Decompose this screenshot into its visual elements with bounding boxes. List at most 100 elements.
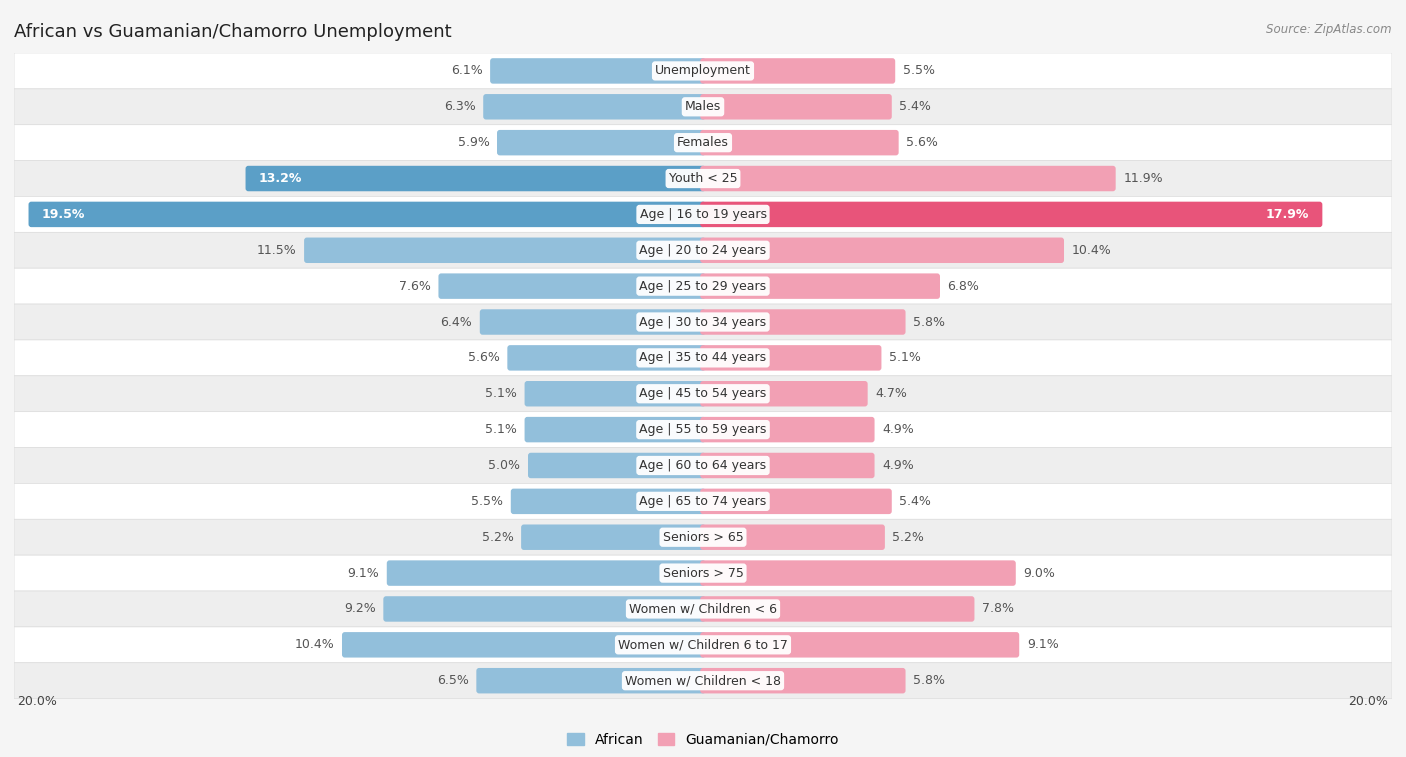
FancyBboxPatch shape <box>522 525 706 550</box>
FancyBboxPatch shape <box>700 632 1019 658</box>
FancyBboxPatch shape <box>14 627 1392 663</box>
Text: 5.4%: 5.4% <box>900 100 931 114</box>
FancyBboxPatch shape <box>529 453 706 478</box>
Text: 6.5%: 6.5% <box>437 674 468 687</box>
FancyBboxPatch shape <box>342 632 706 658</box>
FancyBboxPatch shape <box>14 412 1392 447</box>
Text: 5.8%: 5.8% <box>912 674 945 687</box>
FancyBboxPatch shape <box>700 560 1015 586</box>
FancyBboxPatch shape <box>14 375 1392 412</box>
Legend: African, Guamanian/Chamorro: African, Guamanian/Chamorro <box>561 727 845 752</box>
Text: 13.2%: 13.2% <box>259 172 302 185</box>
Text: 5.1%: 5.1% <box>485 423 517 436</box>
FancyBboxPatch shape <box>14 663 1392 699</box>
Text: Age | 25 to 29 years: Age | 25 to 29 years <box>640 279 766 293</box>
FancyBboxPatch shape <box>700 417 875 442</box>
Text: Age | 60 to 64 years: Age | 60 to 64 years <box>640 459 766 472</box>
FancyBboxPatch shape <box>524 417 706 442</box>
FancyBboxPatch shape <box>439 273 706 299</box>
FancyBboxPatch shape <box>491 58 706 84</box>
Text: 5.5%: 5.5% <box>903 64 935 77</box>
Text: 5.6%: 5.6% <box>907 136 938 149</box>
FancyBboxPatch shape <box>384 597 706 621</box>
Text: Age | 45 to 54 years: Age | 45 to 54 years <box>640 388 766 400</box>
FancyBboxPatch shape <box>700 597 974 621</box>
FancyBboxPatch shape <box>700 94 891 120</box>
FancyBboxPatch shape <box>700 166 1116 192</box>
Text: 9.1%: 9.1% <box>347 566 380 580</box>
Text: Source: ZipAtlas.com: Source: ZipAtlas.com <box>1267 23 1392 36</box>
Text: 17.9%: 17.9% <box>1265 208 1309 221</box>
FancyBboxPatch shape <box>246 166 706 192</box>
Text: 6.3%: 6.3% <box>444 100 475 114</box>
Text: 5.2%: 5.2% <box>893 531 924 544</box>
Text: 10.4%: 10.4% <box>295 638 335 651</box>
Text: 11.9%: 11.9% <box>1123 172 1163 185</box>
FancyBboxPatch shape <box>484 94 706 120</box>
FancyBboxPatch shape <box>700 201 1323 227</box>
Text: Males: Males <box>685 100 721 114</box>
Text: 5.0%: 5.0% <box>488 459 520 472</box>
FancyBboxPatch shape <box>14 447 1392 484</box>
FancyBboxPatch shape <box>14 160 1392 197</box>
Text: Age | 65 to 74 years: Age | 65 to 74 years <box>640 495 766 508</box>
Text: 5.9%: 5.9% <box>457 136 489 149</box>
Text: 4.9%: 4.9% <box>882 423 914 436</box>
Text: 9.1%: 9.1% <box>1026 638 1059 651</box>
FancyBboxPatch shape <box>28 201 706 227</box>
FancyBboxPatch shape <box>387 560 706 586</box>
FancyBboxPatch shape <box>700 130 898 155</box>
Text: 6.4%: 6.4% <box>440 316 472 329</box>
FancyBboxPatch shape <box>508 345 706 371</box>
FancyBboxPatch shape <box>479 310 706 335</box>
FancyBboxPatch shape <box>14 197 1392 232</box>
Text: 10.4%: 10.4% <box>1071 244 1111 257</box>
Text: 20.0%: 20.0% <box>17 695 58 708</box>
FancyBboxPatch shape <box>700 453 875 478</box>
FancyBboxPatch shape <box>14 232 1392 268</box>
Text: 4.9%: 4.9% <box>882 459 914 472</box>
Text: Seniors > 75: Seniors > 75 <box>662 566 744 580</box>
FancyBboxPatch shape <box>700 345 882 371</box>
FancyBboxPatch shape <box>524 381 706 407</box>
FancyBboxPatch shape <box>14 125 1392 160</box>
Text: 4.7%: 4.7% <box>875 388 907 400</box>
Text: 11.5%: 11.5% <box>257 244 297 257</box>
FancyBboxPatch shape <box>510 488 706 514</box>
Text: 5.1%: 5.1% <box>485 388 517 400</box>
Text: Age | 35 to 44 years: Age | 35 to 44 years <box>640 351 766 364</box>
FancyBboxPatch shape <box>14 89 1392 125</box>
FancyBboxPatch shape <box>14 555 1392 591</box>
FancyBboxPatch shape <box>496 130 706 155</box>
Text: 5.5%: 5.5% <box>471 495 503 508</box>
Text: Seniors > 65: Seniors > 65 <box>662 531 744 544</box>
FancyBboxPatch shape <box>700 58 896 84</box>
FancyBboxPatch shape <box>700 273 941 299</box>
FancyBboxPatch shape <box>14 484 1392 519</box>
Text: Youth < 25: Youth < 25 <box>669 172 737 185</box>
Text: 5.4%: 5.4% <box>900 495 931 508</box>
Text: 20.0%: 20.0% <box>1348 695 1389 708</box>
FancyBboxPatch shape <box>700 488 891 514</box>
Text: 5.2%: 5.2% <box>482 531 513 544</box>
FancyBboxPatch shape <box>700 381 868 407</box>
Text: 5.6%: 5.6% <box>468 351 499 364</box>
Text: 6.8%: 6.8% <box>948 279 980 293</box>
FancyBboxPatch shape <box>14 304 1392 340</box>
Text: 5.8%: 5.8% <box>912 316 945 329</box>
Text: 7.6%: 7.6% <box>399 279 430 293</box>
FancyBboxPatch shape <box>14 519 1392 555</box>
Text: Unemployment: Unemployment <box>655 64 751 77</box>
FancyBboxPatch shape <box>700 525 884 550</box>
Text: 5.1%: 5.1% <box>889 351 921 364</box>
Text: Women w/ Children < 6: Women w/ Children < 6 <box>628 603 778 615</box>
Text: 19.5%: 19.5% <box>42 208 84 221</box>
Text: Women w/ Children 6 to 17: Women w/ Children 6 to 17 <box>619 638 787 651</box>
FancyBboxPatch shape <box>477 668 706 693</box>
FancyBboxPatch shape <box>14 340 1392 375</box>
FancyBboxPatch shape <box>700 238 1064 263</box>
FancyBboxPatch shape <box>304 238 706 263</box>
Text: Age | 16 to 19 years: Age | 16 to 19 years <box>640 208 766 221</box>
FancyBboxPatch shape <box>14 591 1392 627</box>
FancyBboxPatch shape <box>700 668 905 693</box>
